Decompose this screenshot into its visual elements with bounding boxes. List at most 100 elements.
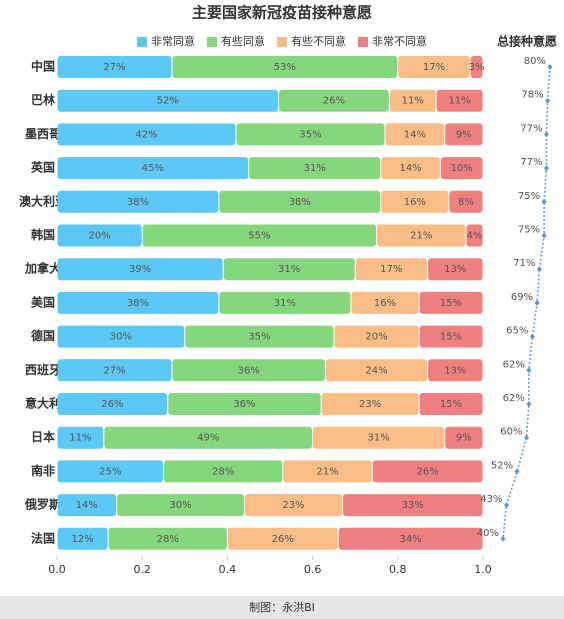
bar-segment xyxy=(419,291,483,314)
value-label: 34% xyxy=(399,534,421,545)
value-label: 11% xyxy=(69,433,91,444)
category-label: 法国 xyxy=(31,530,55,545)
value-label: 9% xyxy=(456,433,472,444)
point xyxy=(526,367,532,374)
value-label: 16% xyxy=(404,197,426,208)
value-label: 52% xyxy=(157,96,179,107)
x-tick-label: 0.4 xyxy=(219,563,237,576)
value-label: 38% xyxy=(127,298,149,309)
bar-segment xyxy=(436,89,483,112)
bar-segment xyxy=(381,190,449,213)
value-label: 77% xyxy=(520,157,542,168)
footer: 制图：永洪BI xyxy=(249,600,315,614)
value-label: 33% xyxy=(402,500,424,511)
point xyxy=(529,333,535,340)
category-label: 英国 xyxy=(31,160,55,175)
category-label: 德国 xyxy=(31,328,55,343)
bar-segment xyxy=(142,224,376,247)
bar-segment xyxy=(381,157,440,180)
bar-segment xyxy=(168,393,321,415)
value-label: 21% xyxy=(316,466,338,477)
value-label: 26% xyxy=(101,399,123,410)
value-label: 40% xyxy=(477,528,499,539)
x-tick-label: 0.2 xyxy=(133,563,151,576)
bar-segment xyxy=(470,56,483,78)
bar-segment xyxy=(385,123,445,146)
value-label: 26% xyxy=(272,534,294,545)
point xyxy=(543,165,549,172)
value-label: 62% xyxy=(503,393,525,404)
value-label: 80% xyxy=(524,56,546,67)
point xyxy=(500,535,506,542)
value-label: 31% xyxy=(278,264,300,275)
point xyxy=(524,434,529,441)
legend-swatch xyxy=(358,37,368,47)
point xyxy=(534,299,540,306)
value-label: 31% xyxy=(368,433,390,444)
value-label: 45% xyxy=(142,163,164,174)
bar-segment xyxy=(419,325,483,348)
bar-segment xyxy=(219,291,351,314)
value-label: 38% xyxy=(127,197,149,208)
bar-segment xyxy=(57,359,172,382)
category-label: 日本 xyxy=(31,429,55,444)
value-label: 10% xyxy=(451,163,473,174)
bar-segment xyxy=(57,527,108,550)
value-label: 53% xyxy=(274,62,296,73)
bar-segment xyxy=(398,56,470,78)
value-label: 35% xyxy=(299,129,321,140)
value-label: 27% xyxy=(103,365,125,376)
point xyxy=(514,468,520,475)
value-label: 14% xyxy=(399,163,421,174)
bar-segment xyxy=(57,190,219,213)
category-label: 韩国 xyxy=(31,227,55,242)
value-label: 28% xyxy=(157,534,179,545)
legend-label: 有些不同意 xyxy=(291,34,346,48)
legend-label: 非常不同意 xyxy=(372,34,427,48)
value-label: 11% xyxy=(448,96,470,107)
value-label: 4% xyxy=(467,231,483,242)
bar-segment xyxy=(428,258,483,281)
value-label: 75% xyxy=(518,191,540,202)
point xyxy=(526,401,532,407)
category-label: 美国 xyxy=(31,294,55,309)
bar-segment xyxy=(249,157,381,180)
bar-segment xyxy=(325,359,428,382)
bar-segment xyxy=(419,393,483,415)
value-label: 39% xyxy=(129,264,151,275)
value-label: 13% xyxy=(444,365,466,376)
point xyxy=(504,502,510,509)
value-label: 13% xyxy=(444,264,466,275)
bar-segment xyxy=(342,494,483,517)
bar-segment xyxy=(449,190,483,213)
point xyxy=(541,232,547,239)
category-label: 意大利 xyxy=(25,396,61,411)
point xyxy=(536,266,542,273)
value-label: 20% xyxy=(365,332,387,343)
bar-segment xyxy=(279,89,389,112)
bar-segment xyxy=(219,190,381,213)
bar-segment xyxy=(57,258,223,281)
point xyxy=(541,198,547,205)
bar-segment xyxy=(117,494,244,517)
value-label: 78% xyxy=(521,90,543,101)
bar-segment xyxy=(227,527,338,550)
x-tick-label: 0.6 xyxy=(304,563,322,576)
bar-segment xyxy=(355,258,428,281)
value-label: 15% xyxy=(440,332,462,343)
bar-segment xyxy=(283,460,372,483)
value-label: 43% xyxy=(480,494,502,505)
value-label: 26% xyxy=(417,466,439,477)
value-label: 27% xyxy=(103,62,125,73)
value-label: 16% xyxy=(374,298,396,309)
point xyxy=(543,131,549,138)
bar-segment xyxy=(57,123,236,146)
value-label: 23% xyxy=(359,399,381,410)
footer-band xyxy=(0,596,564,619)
bar-segment xyxy=(321,393,419,415)
bar-segment xyxy=(313,426,445,449)
point xyxy=(547,64,553,70)
chart-title: 主要国家新冠疫苗接种意愿 xyxy=(192,4,372,22)
value-label: 75% xyxy=(518,225,540,236)
value-label: 14% xyxy=(76,500,98,511)
